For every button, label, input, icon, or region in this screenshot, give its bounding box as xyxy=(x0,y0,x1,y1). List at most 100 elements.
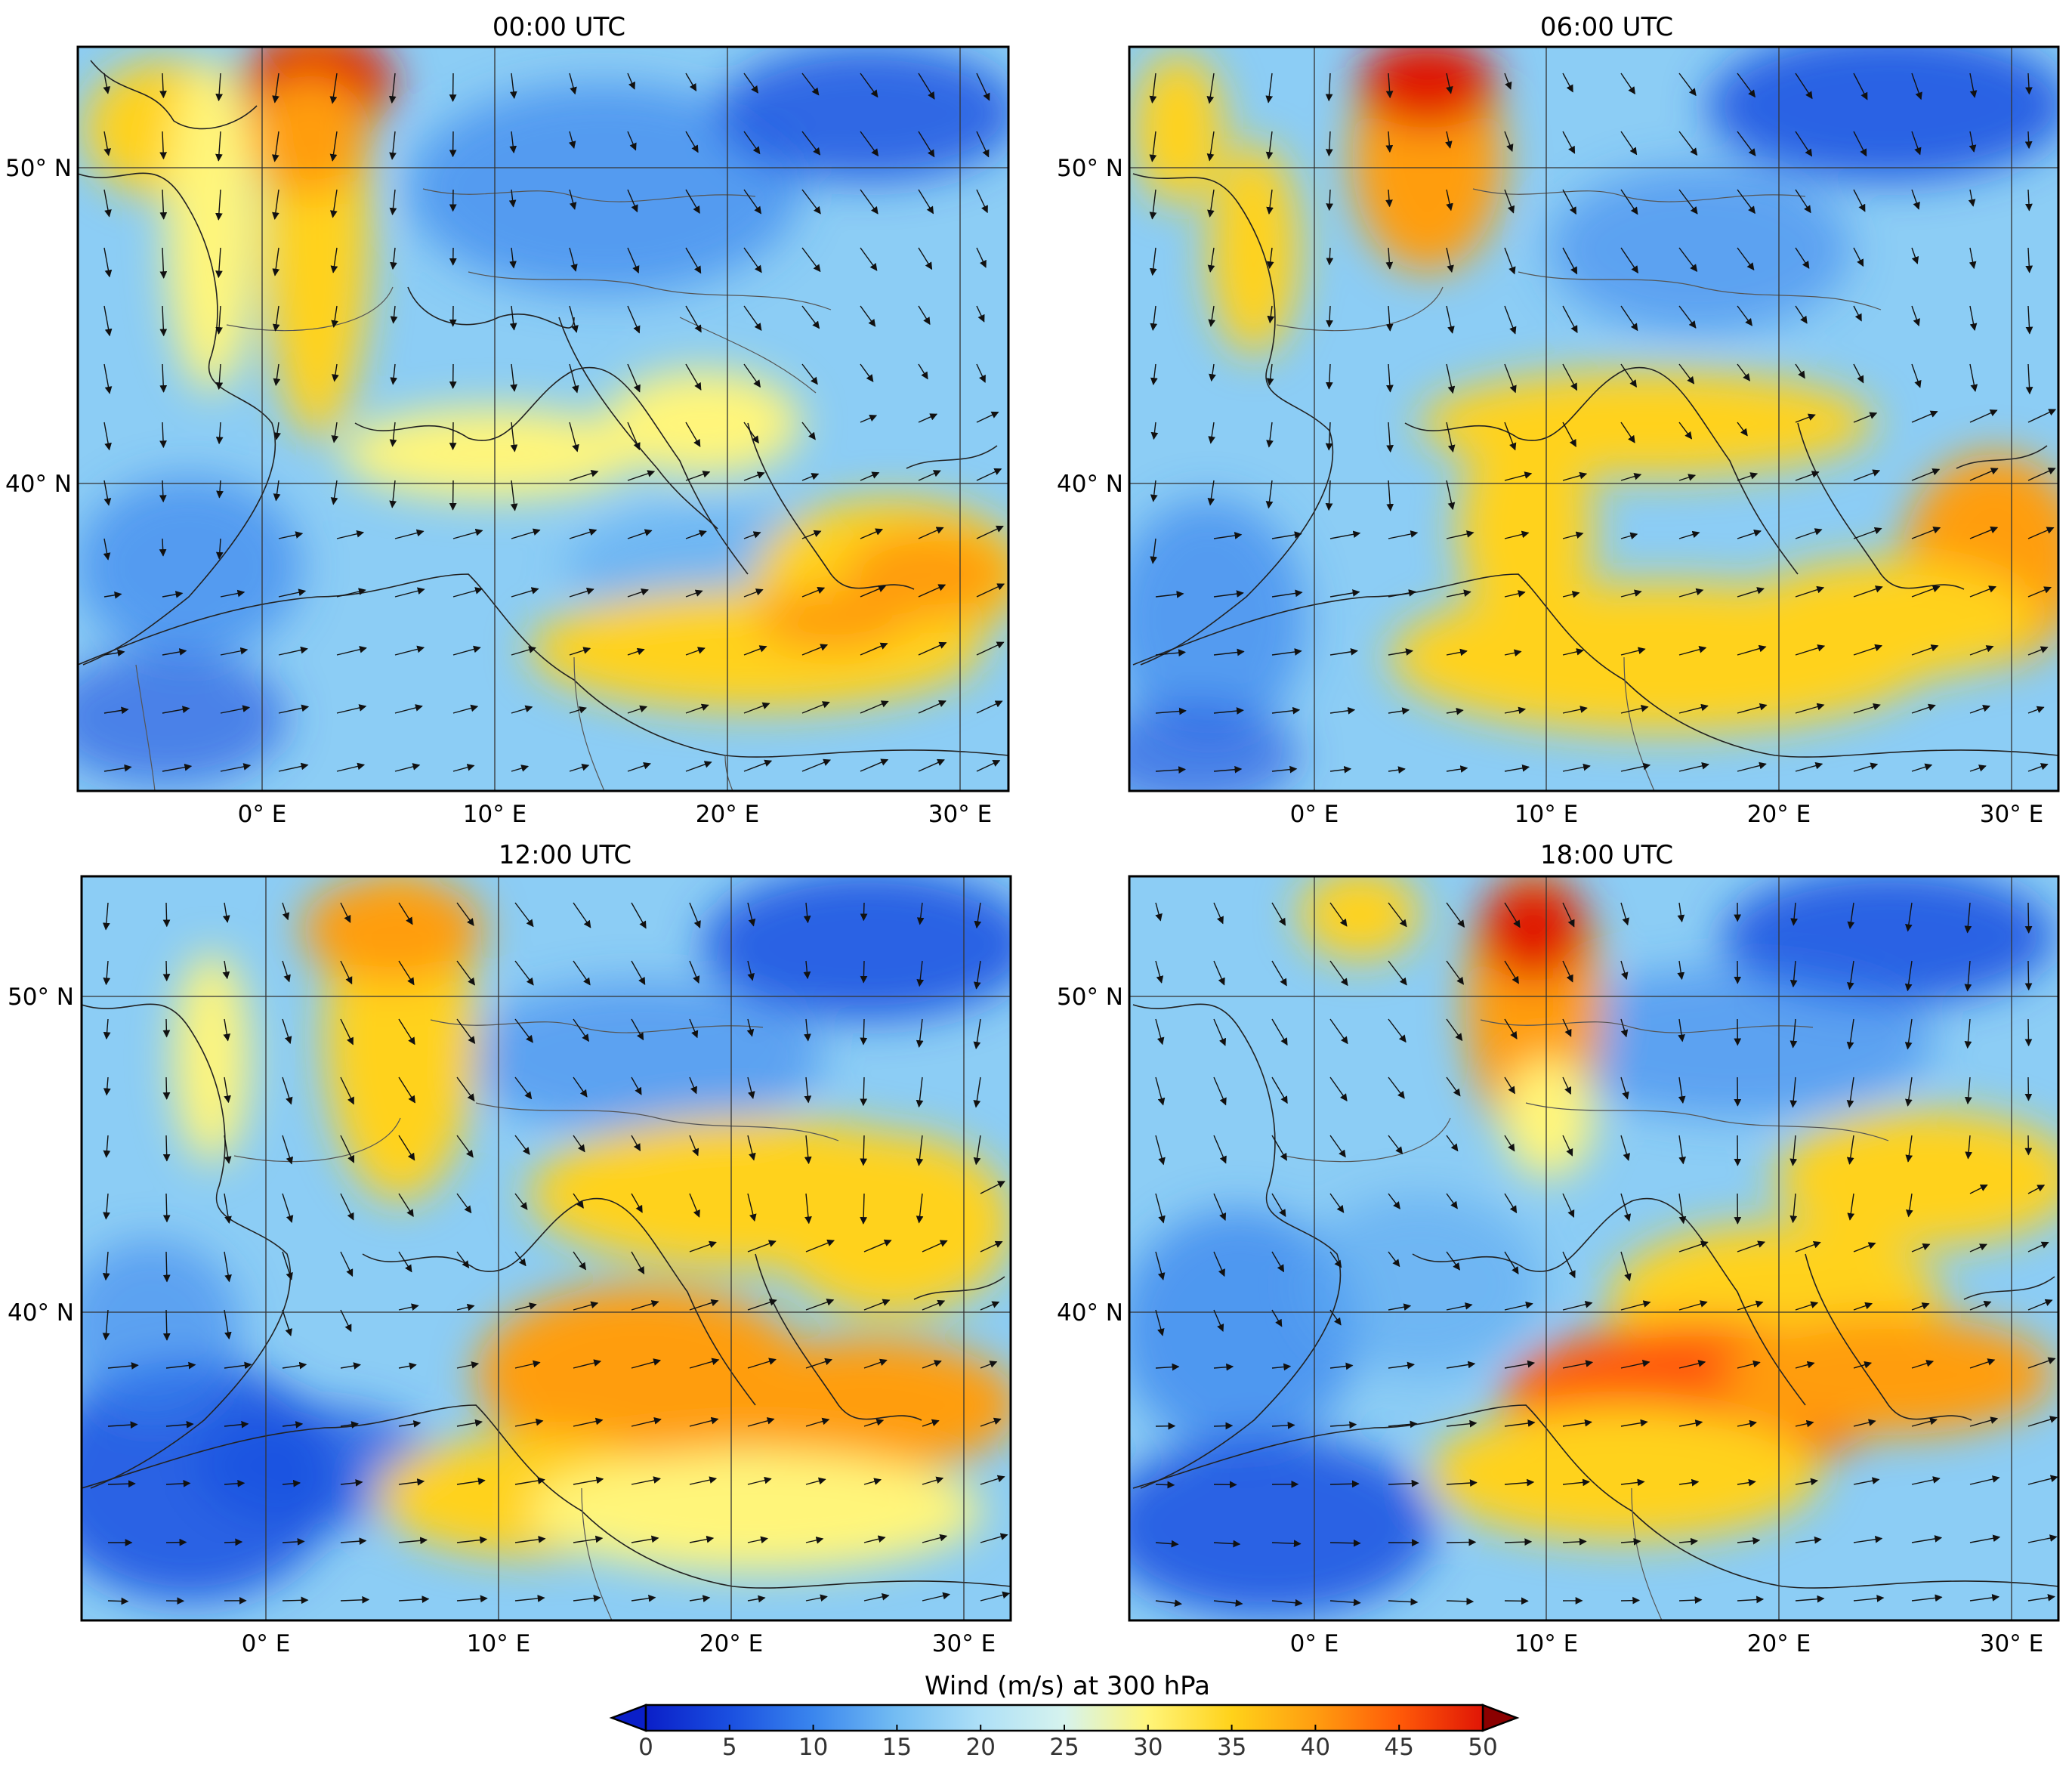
wind-arrow xyxy=(456,902,474,926)
wind-arrow xyxy=(1853,1361,1873,1369)
borders xyxy=(1276,188,1882,791)
wind-arrow xyxy=(1562,1018,1572,1037)
wind-arrow xyxy=(689,1076,697,1095)
wind-arrow xyxy=(1620,589,1642,598)
wind-arrow xyxy=(514,1135,530,1155)
wind-arrow xyxy=(282,1421,304,1429)
wind-arrow xyxy=(215,538,224,560)
wind-arrow xyxy=(452,528,483,539)
wind-arrow xyxy=(398,1362,417,1370)
wind-arrow xyxy=(1329,1193,1345,1213)
wind-arrow xyxy=(1678,703,1709,714)
wind-arrow xyxy=(860,247,878,271)
colorbar-tick-label: 30 xyxy=(1133,1734,1163,1761)
wind-arrow xyxy=(631,1417,662,1427)
wind-arrow xyxy=(1795,363,1805,379)
wind-arrow xyxy=(685,363,702,391)
wind-arrow xyxy=(1678,1478,1700,1487)
wind-arrow xyxy=(1562,591,1580,598)
wind-arrow xyxy=(389,189,397,215)
wind-arrow xyxy=(398,1420,422,1428)
wind-arrow xyxy=(1213,1251,1225,1277)
wind-arrow xyxy=(976,131,990,158)
wind-arrow xyxy=(1562,1419,1592,1427)
wind-arrow xyxy=(509,131,517,154)
wind-arrow xyxy=(452,645,481,656)
wind-arrow xyxy=(2027,1475,2058,1485)
wind-arrow xyxy=(1388,1193,1400,1209)
wind-arrow xyxy=(398,1478,425,1486)
wind-arrow xyxy=(573,1076,588,1098)
wind-arrow xyxy=(1504,1135,1515,1152)
wind-arrow xyxy=(1504,471,1533,481)
wind-arrow xyxy=(1155,960,1164,984)
wind-arrow xyxy=(1969,305,1978,332)
wind-arrow xyxy=(860,1018,868,1046)
wind-arrow xyxy=(801,644,829,656)
wind-arrow xyxy=(159,363,168,393)
wind-arrow xyxy=(976,583,1005,598)
wind-arrow xyxy=(332,363,339,382)
wind-arrow xyxy=(1504,1076,1515,1095)
lon-label: 30° E xyxy=(1980,801,2043,828)
wind-arrow xyxy=(223,1018,231,1042)
wind-arrow xyxy=(1678,530,1700,539)
wind-arrow xyxy=(1388,1135,1403,1155)
wind-arrow xyxy=(282,1596,309,1605)
wind-arrow xyxy=(1504,1419,1536,1427)
wind-arrow xyxy=(224,1420,249,1429)
wind-arrow xyxy=(1446,648,1468,656)
wind-arrow xyxy=(1329,960,1348,987)
wind-arrow xyxy=(2025,363,2033,395)
wind-arrow xyxy=(1911,189,1920,210)
wind-arrow xyxy=(1562,531,1584,539)
wind-arrow xyxy=(1795,1301,1819,1311)
wind-arrow xyxy=(1969,1243,1987,1253)
wind-arrow xyxy=(1329,647,1358,656)
wind-arrow xyxy=(1271,1363,1292,1371)
wind-arrow xyxy=(1271,1193,1286,1218)
panel-title: 18:00 UTC xyxy=(1540,840,1673,870)
wind-arrow xyxy=(1385,189,1393,208)
wind-arrow xyxy=(573,1359,602,1369)
wind-arrow xyxy=(1155,1599,1182,1608)
wind-arrow xyxy=(860,414,878,423)
graticule xyxy=(82,876,1011,1620)
wind-arrow xyxy=(568,131,576,149)
wind-arrow xyxy=(389,422,397,447)
wind-arrow xyxy=(1213,590,1244,598)
wind-arrow xyxy=(1795,189,1811,214)
wind-arrow xyxy=(1325,131,1333,157)
wind-arrow xyxy=(1325,480,1333,511)
wind-arrow xyxy=(976,189,988,214)
wind-arrow xyxy=(801,422,816,440)
wind-arrow xyxy=(1678,189,1698,215)
wind-arrow xyxy=(340,1193,354,1221)
wind-arrow xyxy=(1266,247,1274,269)
wind-arrow xyxy=(803,902,811,924)
lat-label: 50° N xyxy=(8,984,74,1011)
wind-arrow xyxy=(1678,1193,1687,1225)
wind-arrow xyxy=(1969,409,1998,423)
wind-arrow xyxy=(1271,765,1298,774)
wind-arrow xyxy=(224,1309,232,1340)
wind-arrow xyxy=(685,703,709,714)
wind-arrow xyxy=(1329,1421,1357,1429)
wind-arrow xyxy=(282,1479,301,1487)
wind-arrow xyxy=(916,1076,924,1108)
lat-label: 50° N xyxy=(1057,984,1123,1011)
wind-arrow xyxy=(860,305,876,327)
wind-arrow xyxy=(1504,189,1515,214)
wind-arrow xyxy=(2027,1357,2056,1369)
wind-arrow xyxy=(1620,363,1637,388)
lon-label: 10° E xyxy=(467,1630,530,1657)
wind-arrow xyxy=(398,1193,414,1218)
wind-arrow xyxy=(1446,1302,1473,1311)
wind-arrow xyxy=(456,1076,475,1101)
wind-arrow xyxy=(863,1239,892,1253)
wind-arrow xyxy=(340,1309,352,1333)
wind-arrow xyxy=(1149,131,1157,162)
wind-arrow xyxy=(514,1418,544,1427)
wind-arrow xyxy=(747,902,756,927)
wind-arrow xyxy=(1737,644,1767,656)
